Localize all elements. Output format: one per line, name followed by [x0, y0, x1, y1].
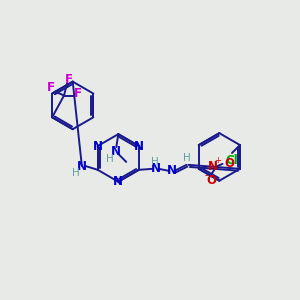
Text: N: N	[208, 160, 218, 173]
Text: F: F	[74, 87, 82, 100]
Text: O: O	[207, 174, 217, 187]
Text: +: +	[214, 156, 221, 165]
Text: N: N	[134, 140, 144, 152]
Text: H: H	[106, 154, 113, 164]
Text: H: H	[151, 157, 159, 167]
Text: Cl: Cl	[226, 154, 238, 167]
Text: N: N	[113, 175, 123, 188]
Text: N: N	[167, 164, 177, 177]
Text: F: F	[65, 73, 73, 86]
Text: N: N	[77, 160, 87, 173]
Text: -: -	[205, 170, 208, 180]
Text: H: H	[183, 153, 190, 163]
Text: F: F	[47, 81, 55, 94]
Text: O: O	[224, 158, 235, 170]
Text: N: N	[151, 162, 161, 175]
Text: N: N	[111, 146, 121, 158]
Text: H: H	[72, 168, 80, 178]
Text: N: N	[93, 140, 103, 152]
